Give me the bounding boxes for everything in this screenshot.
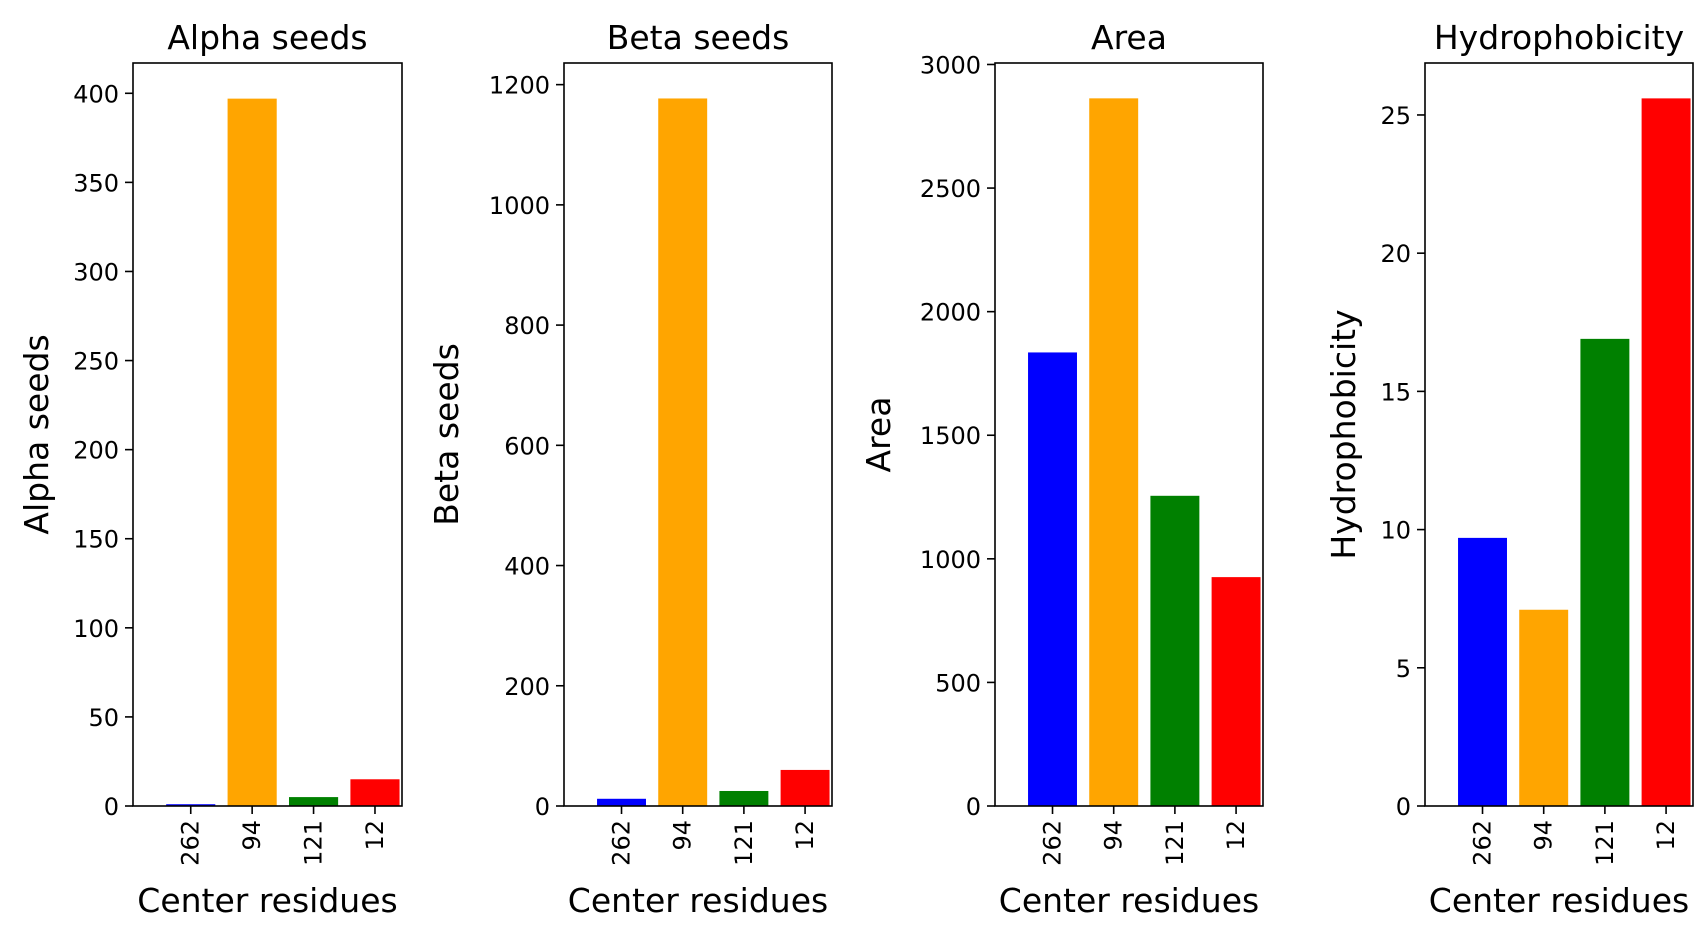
- y-tick-label: 100: [73, 615, 119, 643]
- x-tick-label: 94: [238, 820, 266, 851]
- chart-panel: 0 5 10 15 20 25 262 94 121 12 Hydrophobicity Center…: [1324, 18, 1694, 920]
- y-tick-label: 10: [1380, 517, 1411, 545]
- y-tick-label: 1000: [489, 192, 550, 220]
- y-tick-label: 0: [535, 793, 550, 821]
- y-tick-label: 50: [88, 704, 119, 732]
- y-tick-label: 0: [104, 793, 119, 821]
- x-tick-label: 12: [791, 820, 819, 851]
- x-tick-label: 94: [669, 820, 697, 851]
- x-tick-label: 121: [1591, 820, 1619, 866]
- y-tick-label: 400: [504, 553, 550, 581]
- x-tick-label: 262: [608, 820, 636, 866]
- x-tick-label: 121: [300, 820, 328, 866]
- bar: [597, 798, 646, 806]
- chart-panel: 0 200 400 600 800 1000 1200 262 94 121 12 Beta seed…: [427, 18, 833, 920]
- bar: [1150, 495, 1200, 806]
- x-tick-label: 12: [1222, 820, 1250, 851]
- bar: [1641, 98, 1691, 806]
- bar: [719, 790, 769, 806]
- x-axis-label: Center residues: [999, 881, 1259, 920]
- bar: [780, 769, 830, 806]
- x-axis-label: Center residues: [137, 881, 397, 920]
- y-axis-label: Area: [859, 397, 898, 473]
- y-tick-label: 200: [73, 437, 119, 465]
- x-tick-label: 262: [1469, 820, 1497, 866]
- x-tick-label: 12: [361, 820, 389, 851]
- bar: [1089, 98, 1139, 806]
- x-tick-label: 121: [730, 820, 758, 866]
- chart-title: Hydrophobicity: [1434, 18, 1684, 57]
- chart-title: Beta seeds: [607, 18, 790, 57]
- bar: [1028, 352, 1077, 806]
- plot-frame: [1424, 62, 1694, 807]
- bar: [1211, 577, 1261, 806]
- bar: [227, 98, 277, 806]
- y-axis-label: Beta seeds: [427, 343, 466, 526]
- y-tick-label: 300: [73, 258, 119, 286]
- y-tick-label: 20: [1380, 240, 1411, 268]
- y-tick-label: 0: [1396, 793, 1411, 821]
- x-axis-label: Center residues: [568, 881, 828, 920]
- y-tick-label: 1500: [920, 422, 981, 450]
- bar: [288, 797, 339, 806]
- y-tick-label: 15: [1380, 378, 1411, 406]
- x-tick-label: 12: [1652, 820, 1680, 851]
- y-tick-label: 5: [1396, 655, 1411, 683]
- x-tick-label: 94: [1100, 820, 1128, 851]
- chart-panel: 0 50 100 150 200 250 300 350 400 262 94 121 12 Alpha …: [17, 18, 403, 920]
- y-axis-label: Hydrophobicity: [1324, 309, 1363, 559]
- x-axis-label: Center residues: [1429, 881, 1689, 920]
- y-tick-label: 3000: [920, 51, 981, 79]
- y-axis-label: Alpha seeds: [17, 334, 56, 534]
- bar: [1519, 609, 1569, 806]
- y-tick-label: 2000: [920, 299, 981, 327]
- bar: [1580, 338, 1630, 806]
- y-tick-label: 250: [73, 348, 119, 376]
- y-tick-label: 500: [935, 669, 981, 697]
- x-tick-label: 94: [1530, 820, 1558, 851]
- x-tick-label: 121: [1161, 820, 1189, 866]
- chart-title: Alpha seeds: [167, 18, 367, 57]
- y-tick-label: 1000: [920, 546, 981, 574]
- y-tick-label: 25: [1380, 102, 1411, 130]
- plot-frame: [132, 62, 403, 807]
- bar: [350, 779, 400, 806]
- x-tick-label: 262: [177, 820, 205, 866]
- plot-frame: [563, 62, 833, 807]
- bar: [1458, 537, 1507, 806]
- y-tick-label: 800: [504, 312, 550, 340]
- y-tick-label: 150: [73, 526, 119, 554]
- y-tick-label: 0: [966, 793, 981, 821]
- chart-title: Area: [1091, 18, 1167, 57]
- y-tick-label: 350: [73, 169, 119, 197]
- bar: [166, 804, 216, 806]
- y-tick-label: 2500: [920, 175, 981, 203]
- y-tick-label: 600: [504, 432, 550, 460]
- y-tick-label: 1200: [489, 72, 550, 100]
- y-tick-label: 400: [73, 80, 119, 108]
- bar: [658, 98, 708, 807]
- y-tick-label: 200: [504, 673, 550, 701]
- chart-panel: 0 500 1000 1500 2000 2500 3000 262 94 121 12 Area Ce…: [859, 18, 1264, 920]
- x-tick-label: 262: [1039, 820, 1067, 866]
